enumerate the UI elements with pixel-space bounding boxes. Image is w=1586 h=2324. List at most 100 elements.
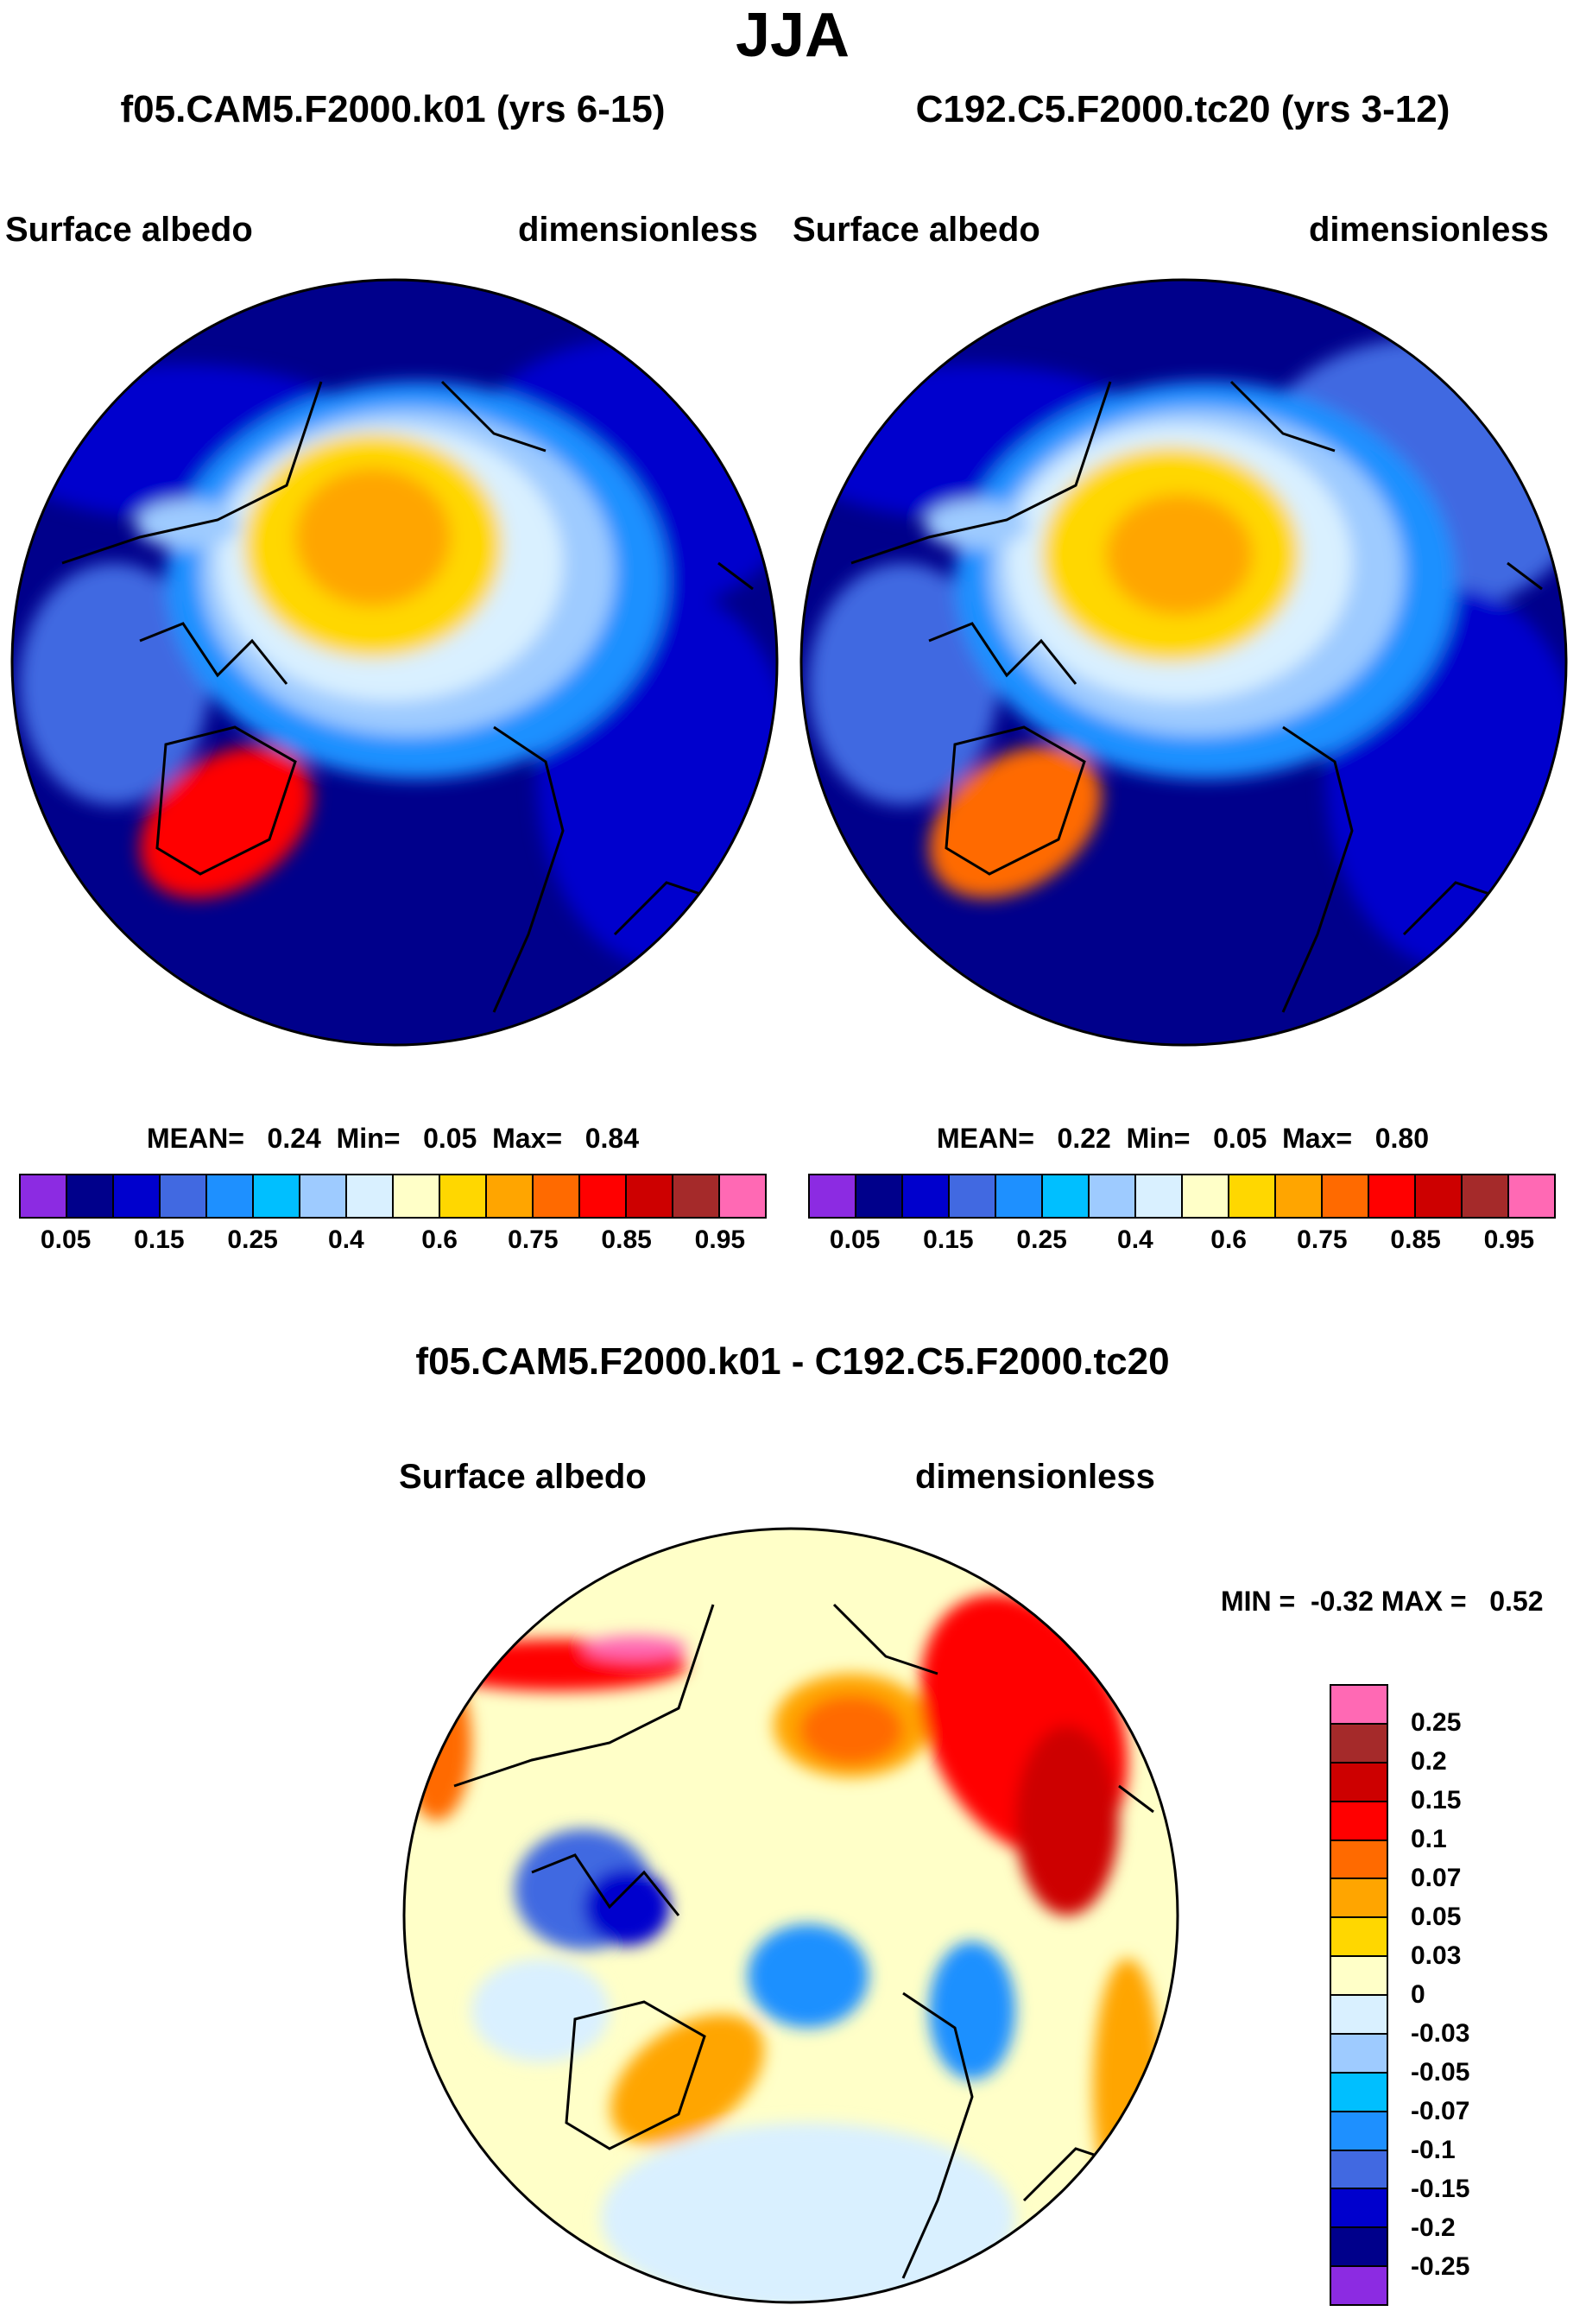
left-colorbar-swatch-8 <box>394 1175 440 1217</box>
right-colorbar-swatch-6 <box>1090 1175 1136 1217</box>
right-colorbar-swatch-13 <box>1416 1175 1463 1217</box>
diff-coastlines <box>453 1603 1154 2279</box>
right-colorbar-tick-label: 0.85 <box>1390 1225 1441 1254</box>
left-colorbar-swatch-15 <box>720 1175 765 1217</box>
left-colorbar <box>19 1174 767 1219</box>
left-colorbar-tick-label: 0.05 <box>40 1225 92 1254</box>
left-units-label: dimensionless <box>518 211 758 249</box>
diff-colorbar <box>1330 1684 1388 2306</box>
left-colorbar-swatch-12 <box>580 1175 627 1217</box>
left-colorbar-tick-label: 0.6 <box>421 1225 458 1254</box>
diff-variable-label: Surface albedo <box>399 1458 647 1496</box>
diff-colorbar-swatch-9 <box>1331 2034 1387 2074</box>
right-colorbar-swatch-0 <box>810 1175 856 1217</box>
diff-minmax-stats: MIN = -0.32 MAX = 0.52 <box>1221 1586 1544 1617</box>
diff-colorbar-tick-label: 0.15 <box>1411 1786 1462 1814</box>
page-title: JJA <box>735 1 850 70</box>
right-colorbar-tick-label: 0.15 <box>923 1225 974 1254</box>
right-colorbar-swatch-8 <box>1183 1175 1229 1217</box>
left-variable-label: Surface albedo <box>5 211 253 249</box>
diff-region-siberia-darkred <box>1015 1726 1119 1916</box>
diff-region-alaska-pink <box>584 1636 687 1660</box>
diff-region-pole-blue <box>748 1924 869 2028</box>
left-colorbar-swatch-6 <box>300 1175 347 1217</box>
right-region-alaska-snow <box>925 500 1028 548</box>
right-colorbar-tick-label: 0.05 <box>829 1225 881 1254</box>
right-colorbar-tick-label: 0.25 <box>1016 1225 1067 1254</box>
left-colorbar-swatch-1 <box>67 1175 114 1217</box>
left-colorbar-tick-label: 0.85 <box>601 1225 652 1254</box>
right-colorbar-tick-label: 0.75 <box>1297 1225 1348 1254</box>
diff-colorbar-swatch-8 <box>1331 1996 1387 2035</box>
diff-colorbar-tick-label: -0.1 <box>1411 2136 1456 2164</box>
diff-colorbar-swatch-0 <box>1331 1686 1387 1725</box>
left-colorbar-tick-label: 0.75 <box>508 1225 559 1254</box>
right-colorbar-swatch-9 <box>1229 1175 1276 1217</box>
right-colorbar-swatch-3 <box>950 1175 996 1217</box>
right-stats: MEAN= 0.22 Min= 0.05 Max= 0.80 <box>936 1123 1430 1154</box>
diff-colorbar-tick-label: -0.25 <box>1411 2252 1470 2281</box>
left-panel-title: f05.CAM5.F2000.k01 (yrs 6-15) <box>120 88 666 130</box>
diff-colorbar-tick-label: 0.1 <box>1411 1825 1447 1853</box>
diff-colorbar-tick-label: -0.07 <box>1411 2097 1470 2125</box>
diff-colorbar-swatch-5 <box>1331 1879 1387 1919</box>
diff-colorbar-swatch-6 <box>1331 1918 1387 1958</box>
left-colorbar-swatch-10 <box>487 1175 534 1217</box>
left-colorbar-tick-label: 0.95 <box>694 1225 746 1254</box>
diff-map-border <box>402 1527 1179 2304</box>
diff-colorbar-tick-label: 0.2 <box>1411 1747 1447 1776</box>
right-region-canada <box>808 563 998 805</box>
right-region-arctic-core <box>1106 494 1253 615</box>
diff-colorbar-swatch-7 <box>1331 1957 1387 1996</box>
left-colorbar-swatch-4 <box>207 1175 254 1217</box>
diff-region-scandinavia-blue <box>929 1941 1015 2080</box>
right-colorbar-swatch-10 <box>1276 1175 1323 1217</box>
diff-region-canada-deep <box>584 1868 670 1946</box>
left-colorbar-swatch-5 <box>254 1175 300 1217</box>
diff-colorbar-swatch-2 <box>1331 1763 1387 1802</box>
left-colorbar-tick-label: 0.15 <box>134 1225 185 1254</box>
diff-region-atlantic-light <box>601 2123 1015 2302</box>
left-colorbar-swatch-11 <box>534 1175 580 1217</box>
right-colorbar-swatch-15 <box>1509 1175 1554 1217</box>
diff-colorbar-tick-label: -0.03 <box>1411 2019 1470 2048</box>
left-colorbar-tick-label: 0.4 <box>328 1225 364 1254</box>
right-colorbar-swatch-14 <box>1463 1175 1509 1217</box>
right-colorbar-swatch-5 <box>1043 1175 1090 1217</box>
diff-colorbar-swatch-4 <box>1331 1840 1387 1880</box>
left-region-alaska-snow <box>136 500 239 548</box>
left-colorbar-swatch-3 <box>161 1175 207 1217</box>
left-colorbar-swatch-13 <box>627 1175 673 1217</box>
left-stats: MEAN= 0.24 Min= 0.05 Max= 0.84 <box>146 1123 640 1154</box>
left-colorbar-tick-label: 0.25 <box>227 1225 278 1254</box>
diff-colorbar-tick-label: 0 <box>1411 1980 1425 2009</box>
diff-colorbar-tick-label: 0.07 <box>1411 1864 1462 1892</box>
diff-region-eurasia-orange <box>1093 1959 1162 2218</box>
diff-region-west-orange <box>404 1665 471 1821</box>
right-coastlines <box>850 380 1543 1013</box>
diff-colorbar-swatch-1 <box>1331 1724 1387 1764</box>
right-colorbar-tick-label: 0.6 <box>1210 1225 1247 1254</box>
diff-colorbar-swatch-12 <box>1331 2150 1387 2190</box>
diff-colorbar-swatch-14 <box>1331 2228 1387 2268</box>
diff-colorbar-swatch-13 <box>1331 2189 1387 2229</box>
diff-colorbar-tick-label: 0.05 <box>1411 1903 1462 1931</box>
left-region-arctic-core <box>295 468 451 606</box>
left-region-canada <box>19 563 209 805</box>
right-units-label: dimensionless <box>1309 211 1549 249</box>
right-variable-label: Surface albedo <box>793 211 1040 249</box>
diff-panel-title: f05.CAM5.F2000.k01 - C192.C5.F2000.tc20 <box>415 1340 1170 1383</box>
diff-units-label: dimensionless <box>915 1458 1155 1496</box>
right-colorbar-swatch-2 <box>903 1175 950 1217</box>
left-colorbar-swatch-0 <box>21 1175 67 1217</box>
left-polar-map <box>10 278 779 1047</box>
right-colorbar-swatch-4 <box>996 1175 1043 1217</box>
right-map-border <box>799 278 1568 1047</box>
right-colorbar-tick-label: 0.95 <box>1483 1225 1535 1254</box>
diff-polar-map <box>402 1527 1179 2304</box>
diff-colorbar-swatch-3 <box>1331 1802 1387 1841</box>
diff-colorbar-tick-label: -0.2 <box>1411 2213 1456 2242</box>
diff-colorbar-tick-label: 0.25 <box>1411 1708 1462 1737</box>
right-colorbar-swatch-7 <box>1136 1175 1183 1217</box>
left-colorbar-swatch-14 <box>673 1175 720 1217</box>
